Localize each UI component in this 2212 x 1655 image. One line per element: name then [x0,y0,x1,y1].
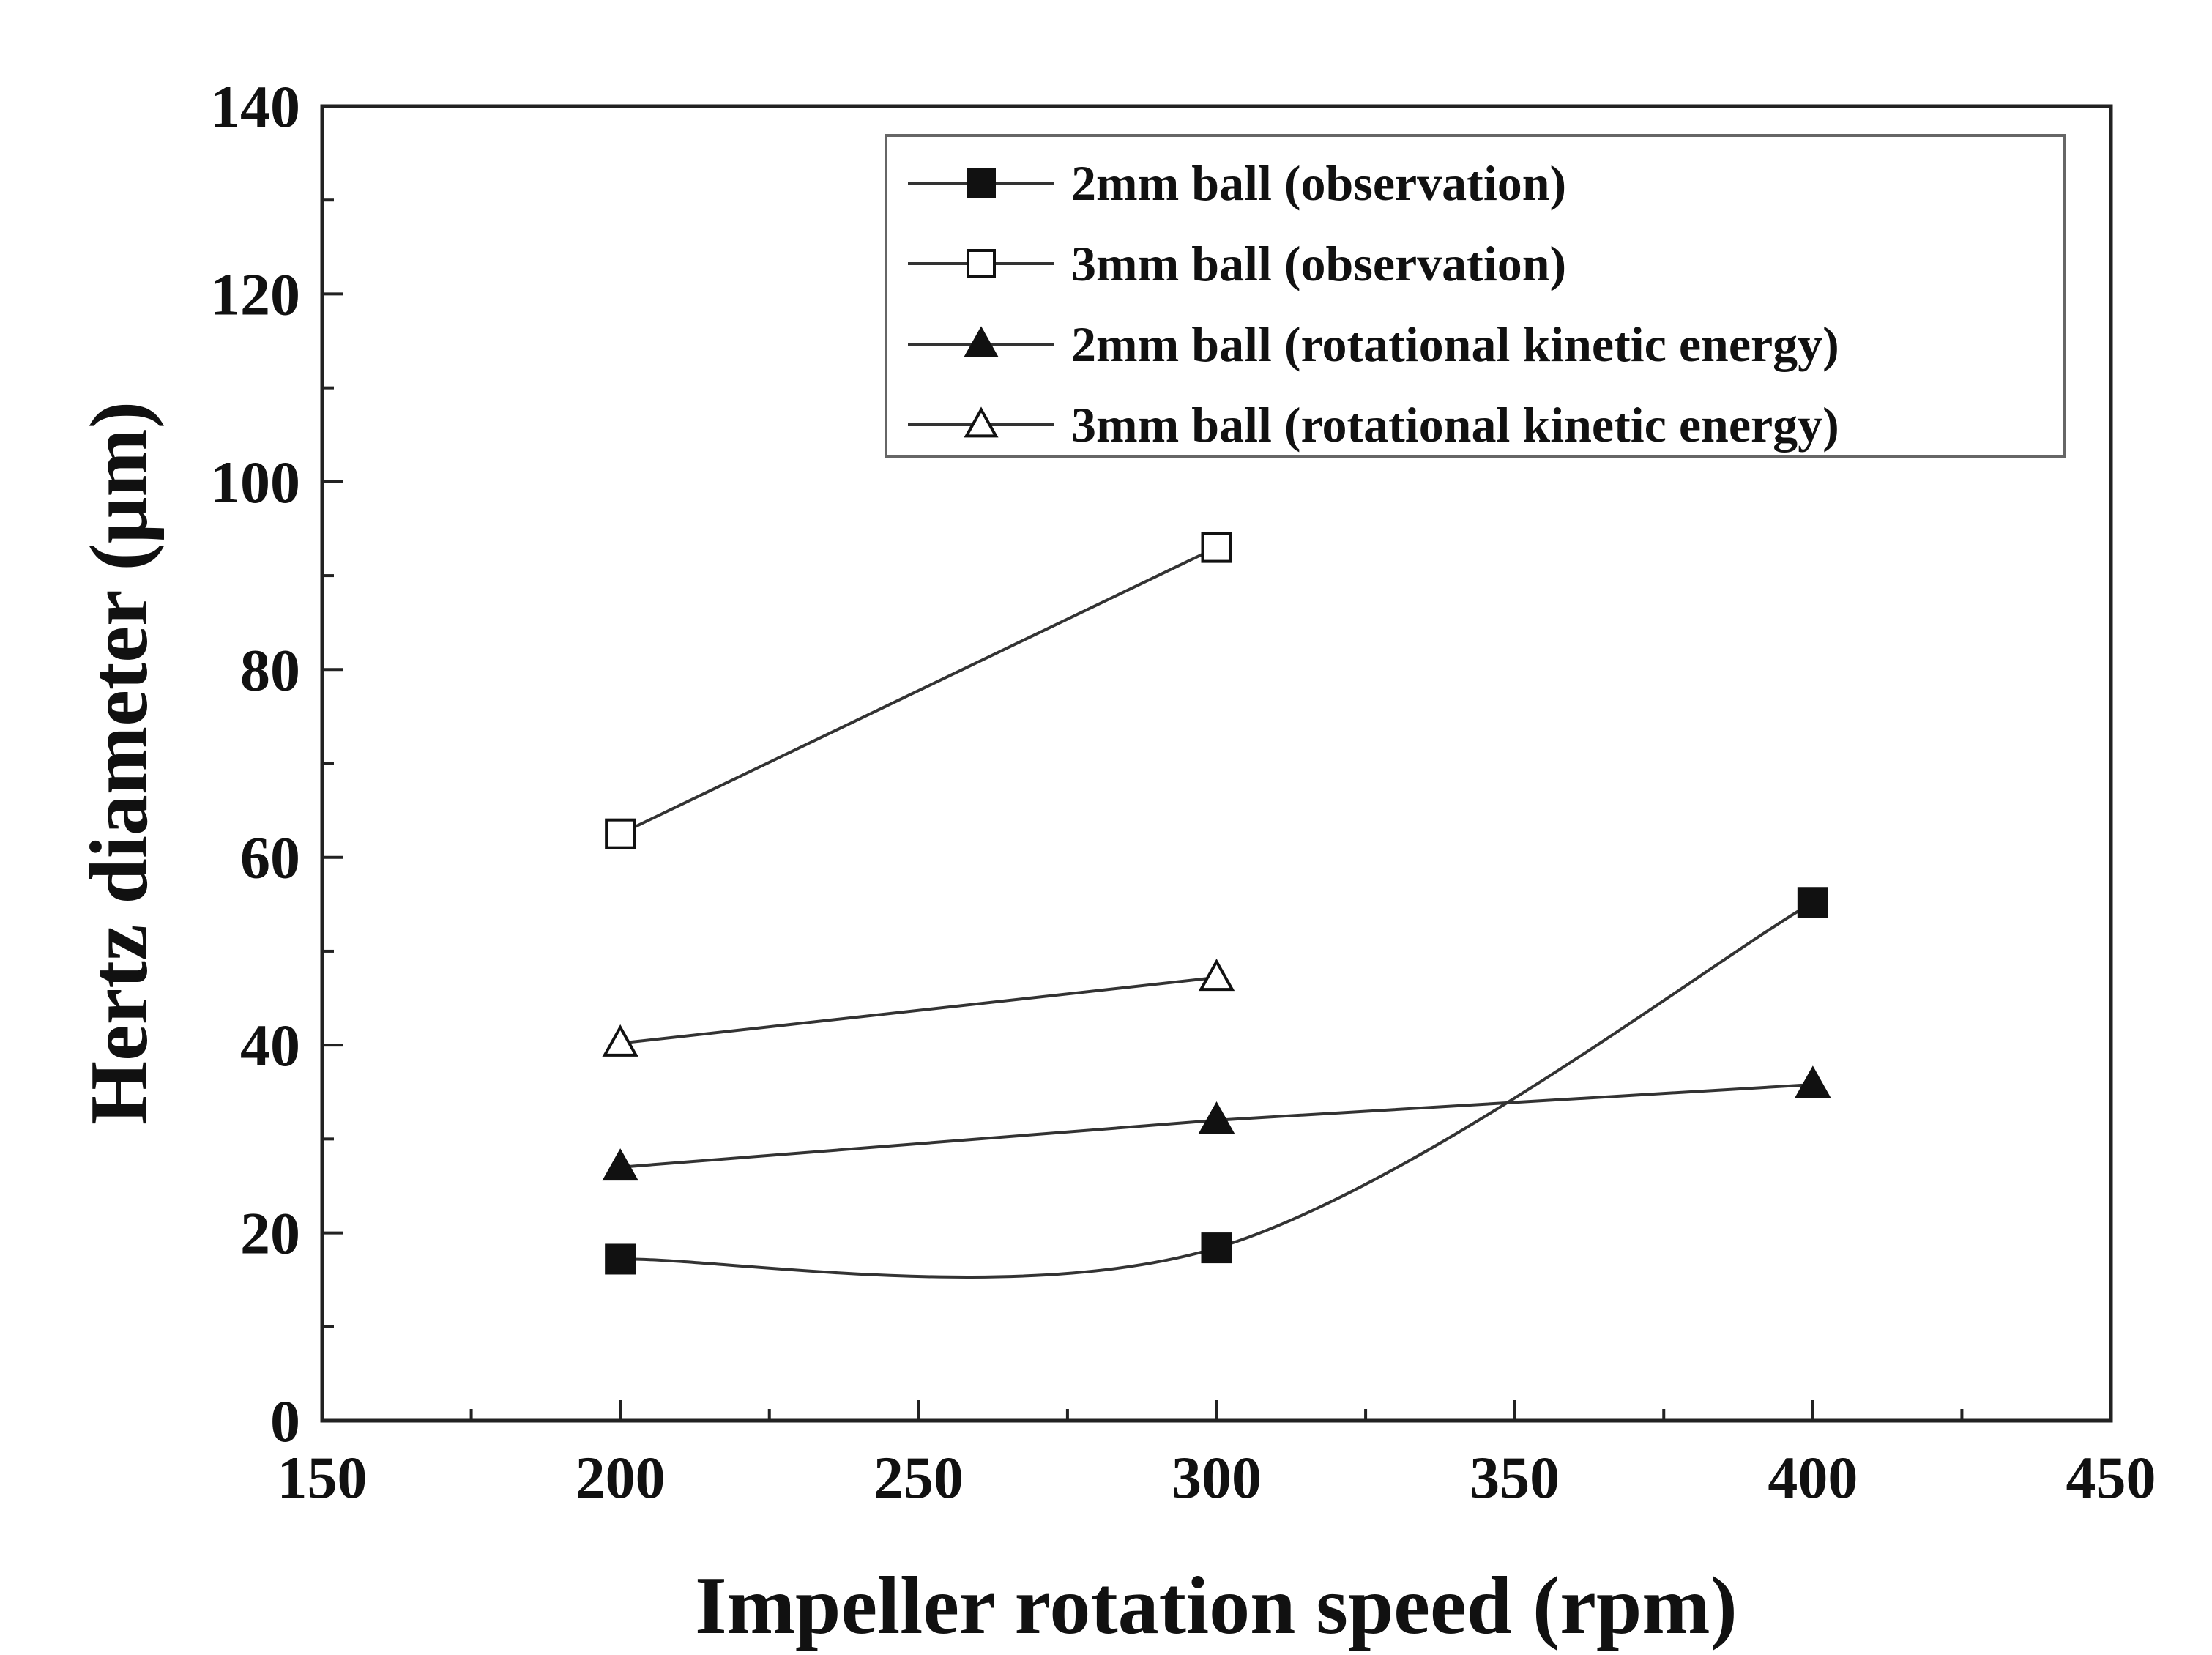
data-point-series-2 [605,818,636,849]
y-tick-label: 20 [240,1200,300,1267]
x-tick-label: 400 [1768,1444,1858,1511]
data-point-series-2 [1201,532,1232,563]
tick-labels: 150 200 250 300 350 400 450 0 20 40 60 80 100 120 140 [210,73,2156,1511]
data-point-series-1 [1201,1232,1232,1264]
y-axis-title: Hertz diameter (μm) [74,401,165,1125]
x-tick-label: 250 [874,1444,964,1511]
y-tick-label: 100 [210,449,300,516]
data-point-series-1 [605,1243,636,1275]
axis-ticks [321,105,2112,1422]
legend: 2mm ball (observation) 3mm ball (observat… [885,134,2066,458]
x-tick-label: 150 [278,1444,368,1511]
legend-marker-2 [967,249,996,278]
x-tick-label: 200 [576,1444,666,1511]
data-point-series-1 [1797,887,1828,918]
y-tick-label: 60 [240,825,300,891]
legend-marker-1 [967,168,996,198]
x-tick-label: 300 [1172,1444,1262,1511]
data-point-series-3 [1795,1065,1831,1098]
legend-box [885,134,2066,458]
x-tick-label: 450 [2066,1444,2156,1511]
y-tick-label: 80 [240,636,300,703]
legend-label-4: 3mm ball (rotational kinetic energy) [1071,397,1839,453]
series-line-1 [620,901,1814,1279]
y-tick-label: 0 [270,1388,300,1454]
series-markers [602,532,1831,1275]
legend-label-3: 2mm ball (rotational kinetic energy) [1071,316,1839,372]
legend-marker-3 [964,326,999,357]
y-tick-label: 140 [210,73,300,140]
legend-label-1: 2mm ball (observation) [1071,155,1566,211]
data-point-series-3 [602,1148,638,1181]
y-tick-label: 120 [210,261,300,327]
series-lines [619,546,1814,1279]
data-point-series-4 [1198,959,1235,992]
data-point-series-4 [602,1024,638,1057]
series-line-4 [619,975,1217,1045]
series-line-2 [619,546,1218,836]
legend-label-2: 3mm ball (observation) [1071,236,1566,291]
data-point-series-3 [1198,1101,1235,1134]
x-axis-title: Impeller rotation speed (rpm) [695,1561,1738,1651]
x-tick-label: 350 [1470,1444,1560,1511]
legend-marker-4 [964,406,999,438]
y-tick-label: 40 [240,1012,300,1079]
